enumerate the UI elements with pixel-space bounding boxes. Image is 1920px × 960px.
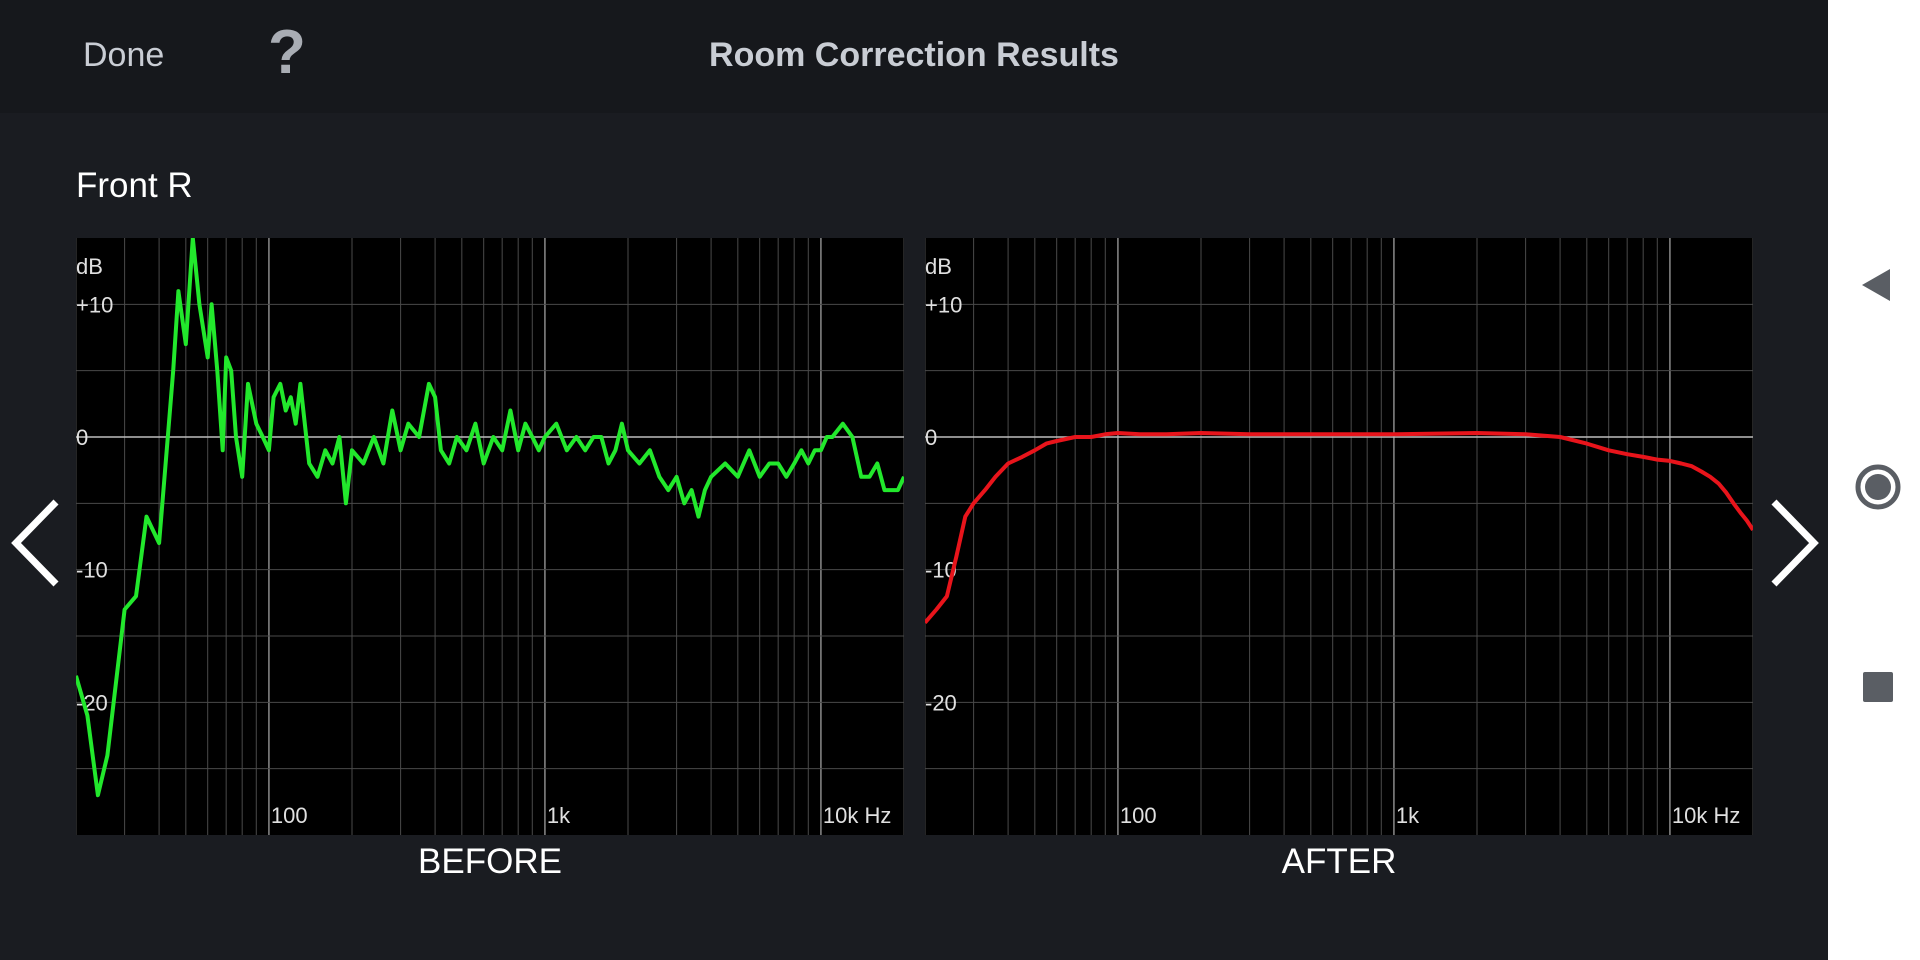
before-caption: BEFORE xyxy=(418,842,562,881)
done-button[interactable]: Done xyxy=(83,36,165,74)
after-caption: AFTER xyxy=(1281,842,1397,881)
after-chart: dB +10 0 -10 -20 100 1k 10k Hz xyxy=(925,238,1753,835)
system-back-button[interactable] xyxy=(1828,250,1920,320)
previous-speaker-button[interactable] xyxy=(8,498,64,588)
system-navigation-bar xyxy=(1828,0,1920,960)
y-tick-label: +10 xyxy=(76,292,113,317)
page-title: Room Correction Results xyxy=(709,36,1119,74)
next-speaker-button[interactable] xyxy=(1766,498,1822,588)
x-tick-label: 100 xyxy=(1120,803,1157,828)
x-tick-label: 10k Hz xyxy=(823,803,891,828)
response-curve xyxy=(925,431,1753,625)
chevron-right-icon xyxy=(1771,499,1819,587)
question-mark-icon[interactable]: ? xyxy=(268,18,306,87)
back-triangle-icon xyxy=(1862,269,1890,301)
y-axis-label: dB xyxy=(76,254,103,279)
grid xyxy=(76,238,904,835)
x-tick-label: 10k Hz xyxy=(1672,803,1740,828)
y-tick-label: 0 xyxy=(925,425,937,450)
system-home-button[interactable] xyxy=(1828,452,1920,522)
home-circle-icon xyxy=(1855,464,1901,510)
chevron-left-icon xyxy=(11,499,59,587)
grid xyxy=(925,238,1753,835)
system-recent-apps-button[interactable] xyxy=(1828,652,1920,722)
y-tick-label: 0 xyxy=(76,425,88,450)
recent-square-icon xyxy=(1863,672,1893,702)
before-chart: dB +10 0 -10 -20 100 1k 10k Hz xyxy=(76,238,904,835)
y-tick-label: -20 xyxy=(925,690,957,715)
y-tick-label: +10 xyxy=(925,292,962,317)
response-curve xyxy=(76,238,904,798)
x-tick-label: 1k xyxy=(547,803,571,828)
y-axis-label: dB xyxy=(925,254,952,279)
app-window: Done ? Room Correction Results Front R d… xyxy=(0,0,1828,881)
speaker-name: Front R xyxy=(76,166,193,205)
y-tick-label: -10 xyxy=(76,558,108,583)
x-tick-label: 100 xyxy=(271,803,308,828)
header-bar: Done ? Room Correction Results xyxy=(0,0,1828,113)
x-tick-label: 1k xyxy=(1396,803,1420,828)
